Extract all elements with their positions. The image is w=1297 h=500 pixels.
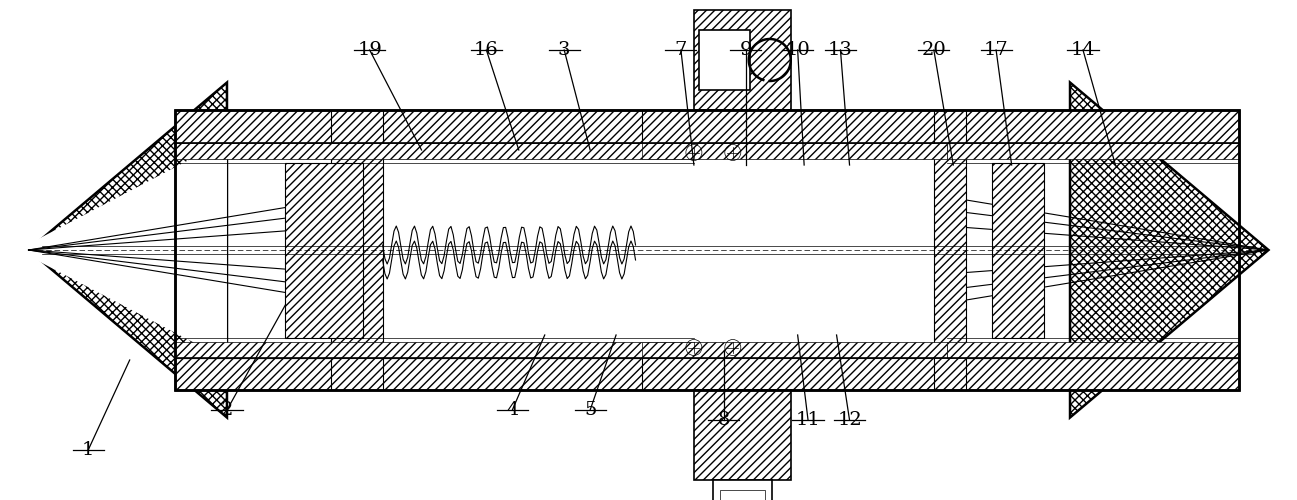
Bar bbox=[642, 342, 947, 357]
Bar bbox=[699, 30, 750, 90]
Bar bbox=[285, 162, 363, 338]
Text: 16: 16 bbox=[473, 41, 499, 59]
Text: 20: 20 bbox=[921, 41, 947, 59]
Bar bbox=[720, 490, 765, 500]
Text: 11: 11 bbox=[795, 411, 821, 429]
Bar bbox=[694, 10, 791, 110]
Bar bbox=[642, 358, 947, 390]
Bar bbox=[713, 480, 772, 500]
Polygon shape bbox=[1070, 82, 1268, 417]
Bar bbox=[642, 110, 947, 142]
Text: 12: 12 bbox=[837, 411, 863, 429]
Bar bbox=[947, 342, 1239, 357]
Text: 10: 10 bbox=[785, 41, 811, 59]
Bar bbox=[947, 142, 1239, 158]
Text: 4: 4 bbox=[506, 401, 519, 419]
Bar bbox=[642, 142, 947, 158]
Polygon shape bbox=[29, 82, 227, 417]
Bar bbox=[992, 162, 1044, 338]
Text: 2: 2 bbox=[220, 401, 233, 419]
Bar bbox=[694, 390, 791, 480]
Text: 17: 17 bbox=[983, 41, 1009, 59]
Bar bbox=[175, 110, 1239, 390]
Bar bbox=[175, 110, 1239, 142]
Text: 7: 7 bbox=[674, 41, 687, 59]
Bar bbox=[175, 358, 1239, 390]
Text: 1: 1 bbox=[82, 441, 95, 459]
Bar bbox=[175, 110, 1239, 390]
Text: 19: 19 bbox=[357, 41, 383, 59]
Bar bbox=[175, 342, 694, 357]
Bar bbox=[175, 142, 694, 158]
Text: 14: 14 bbox=[1070, 41, 1096, 59]
Text: 3: 3 bbox=[558, 41, 571, 59]
Bar bbox=[331, 110, 383, 390]
Bar bbox=[934, 110, 966, 390]
Text: 5: 5 bbox=[584, 401, 597, 419]
Text: 13: 13 bbox=[827, 41, 853, 59]
Text: 9: 9 bbox=[739, 41, 752, 59]
Text: 8: 8 bbox=[717, 411, 730, 429]
Polygon shape bbox=[22, 140, 227, 360]
